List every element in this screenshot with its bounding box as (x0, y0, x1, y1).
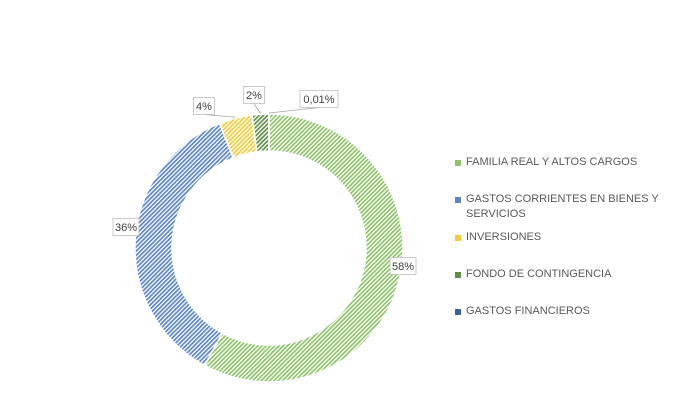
data-label-gastos-corrientes: 36% (115, 222, 137, 234)
legend-swatch (455, 235, 461, 241)
slice-familia-real (203, 113, 404, 383)
legend-swatch (455, 160, 461, 166)
legend: FAMILIA REAL Y ALTOS CARGOS GASTOS CORRI… (455, 155, 690, 341)
legend-item-gastos-corrientes: GASTOS CORRIENTES EN BIENES Y SERVICIOS (455, 192, 690, 222)
legend-label: FAMILIA REAL Y ALTOS CARGOS (466, 156, 638, 168)
data-label-inversiones: 4% (196, 101, 212, 113)
data-label-fondo-contingencia: 2% (246, 90, 262, 102)
legend-item-familia-real: FAMILIA REAL Y ALTOS CARGOS (455, 155, 690, 170)
legend-item-fondo-contingencia: FONDO DE CONTINGENCIA (455, 267, 690, 282)
slice-gastos-corrientes (134, 122, 235, 367)
legend-swatch (455, 197, 461, 203)
data-label-box-fondo-contingencia (243, 86, 265, 104)
legend-label: INVERSIONES (466, 231, 542, 243)
data-label-gastos-financieros: 0,01% (303, 94, 334, 106)
legend-label: FONDO DE CONTINGENCIA (466, 268, 612, 280)
data-label-box-inversiones (193, 97, 215, 115)
leader-line-gastos-financieros (268, 107, 320, 114)
legend-label: GASTOS FINANCIEROS (466, 305, 590, 317)
data-label-box-familia-real (389, 257, 417, 275)
legend-swatch (455, 272, 461, 278)
data-label-familia-real: 58% (392, 261, 414, 273)
data-label-box-gastos-financieros (299, 90, 339, 108)
legend-label: GASTOS CORRIENTES EN BIENES Y SERVICIOS (466, 193, 659, 220)
data-label-box-gastos-corrientes (112, 218, 140, 236)
legend-swatch (455, 309, 461, 315)
leader-line-fondo-contingencia (253, 103, 261, 114)
legend-item-inversiones: INVERSIONES (455, 230, 690, 245)
legend-item-gastos-financieros: GASTOS FINANCIEROS (455, 304, 690, 319)
leader-line-inversiones (203, 114, 236, 118)
